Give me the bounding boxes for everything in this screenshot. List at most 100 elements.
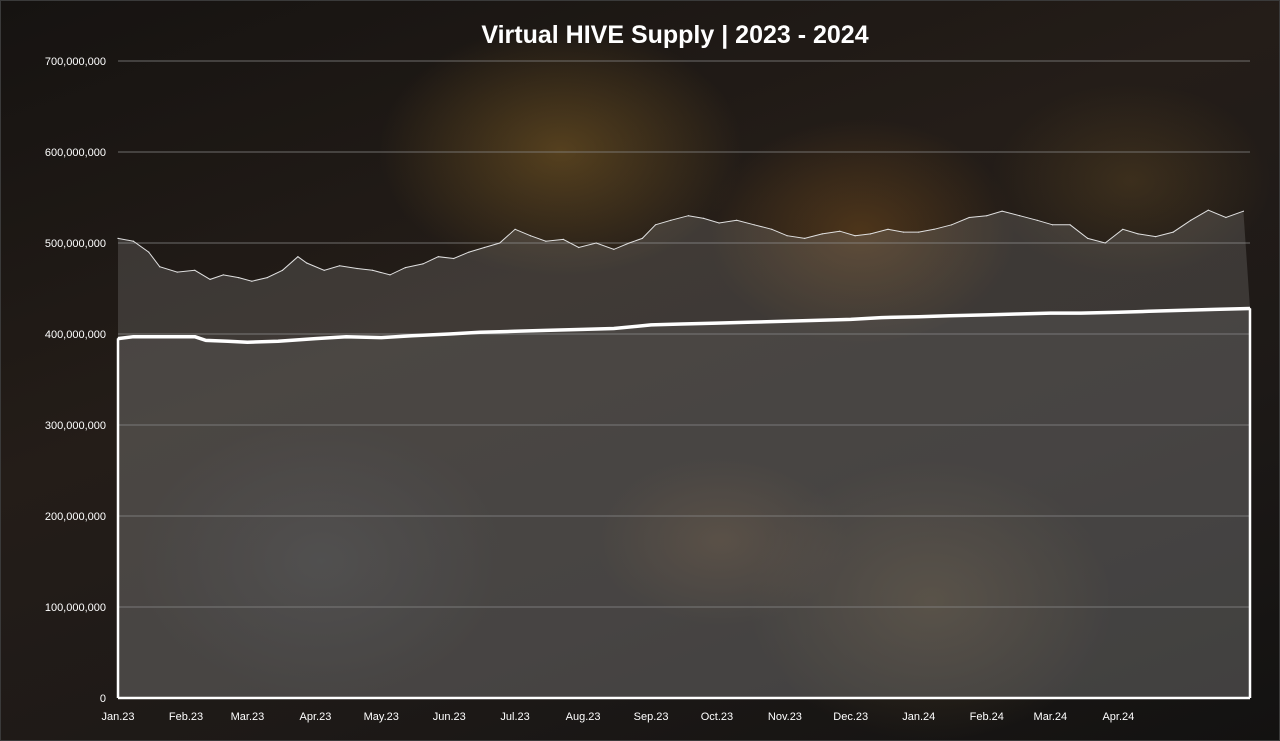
x-tick-label: Jan.23 [101, 711, 134, 723]
x-tick-label: Dec.23 [833, 711, 868, 723]
data-point-lower [784, 320, 786, 323]
x-tick-label: Feb.24 [970, 711, 1004, 723]
data-point-lower [205, 339, 207, 342]
data-point-upper [437, 256, 439, 258]
data-point-upper [404, 267, 406, 269]
data-point-lower [880, 316, 883, 319]
data-point-upper [1019, 215, 1021, 217]
data-point-upper [902, 231, 905, 233]
data-point-upper [117, 237, 119, 239]
x-tick-label: Jan.24 [902, 711, 935, 723]
data-point-lower [1016, 313, 1019, 315]
data-point-upper [499, 242, 501, 244]
data-point-lower [1080, 312, 1082, 314]
data-point-lower [345, 335, 348, 338]
data-point-lower [1117, 311, 1120, 314]
data-point-upper [422, 263, 424, 265]
label-layer: 0 100,000,000 200,000,000 300,000,000 400,00… [45, 56, 1134, 723]
data-point-upper [132, 240, 134, 242]
data-point-upper [753, 224, 755, 226]
data-point-upper [339, 265, 341, 267]
data-point-upper [670, 219, 672, 221]
data-point-upper [595, 242, 597, 244]
supply-area-fill [118, 308, 1250, 698]
data-point-upper [389, 274, 391, 276]
data-point-upper [1225, 216, 1227, 219]
data-point-upper [887, 228, 889, 230]
data-point-upper [453, 257, 455, 260]
data-point-upper [804, 237, 806, 239]
data-point-upper [194, 269, 196, 271]
data-point-lower [380, 336, 383, 339]
data-point-upper [1155, 236, 1157, 238]
data-point-upper [281, 269, 284, 271]
y-tick-label: 200,000,000 [45, 511, 106, 523]
data-point-upper [736, 219, 738, 221]
x-tick-label: Aug.23 [566, 711, 601, 723]
data-point-upper [468, 251, 470, 253]
data-point-upper [839, 230, 841, 232]
data-point-upper [703, 217, 705, 219]
data-point-lower [681, 323, 683, 325]
data-point-upper [1242, 210, 1244, 212]
data-point-upper [238, 277, 240, 279]
data-point-upper [251, 280, 253, 282]
x-tick-label: May.23 [364, 711, 399, 723]
x-tick-label: Mar.24 [1034, 711, 1068, 723]
data-point-upper [1036, 219, 1038, 221]
x-tick-label: Nov.23 [768, 711, 802, 723]
data-point-upper [1207, 209, 1209, 211]
data-point-lower [746, 321, 749, 324]
data-point-lower [545, 329, 547, 332]
y-tick-label: 400,000,000 [45, 329, 106, 341]
data-point-upper [1069, 224, 1071, 226]
data-point-upper [1052, 224, 1054, 226]
data-point-lower [277, 340, 279, 343]
data-point-upper [1172, 231, 1174, 233]
data-point-lower [849, 318, 852, 321]
data-point-upper [371, 269, 374, 271]
data-point-upper [562, 238, 564, 240]
data-point-upper [1087, 237, 1089, 239]
data-point-lower [948, 315, 951, 317]
data-point-upper [1001, 210, 1003, 212]
data-point-upper [628, 242, 630, 244]
data-point-upper [529, 235, 532, 237]
data-point-lower [411, 335, 413, 337]
data-point-lower [448, 333, 451, 335]
data-point-upper [159, 266, 161, 268]
data-point-lower [716, 322, 718, 324]
x-tick-label: Feb.23 [169, 711, 203, 723]
data-point-lower [194, 335, 196, 338]
upper-band-area [118, 210, 1250, 343]
data-point-upper [951, 224, 953, 226]
data-point-upper [918, 231, 920, 233]
x-tick-label: Apr.24 [1102, 711, 1134, 723]
y-tick-label: 100,000,000 [45, 602, 106, 614]
data-point-upper [209, 278, 211, 280]
y-tick-label: 500,000,000 [45, 238, 106, 250]
x-tick-label: Jun.23 [433, 711, 466, 723]
data-point-lower [814, 319, 817, 322]
series-layer [117, 209, 1251, 698]
data-point-upper [933, 228, 935, 230]
data-point-lower [917, 315, 920, 318]
data-point-upper [786, 235, 788, 237]
data-point-lower [582, 328, 584, 331]
y-tick-label: 0 [100, 693, 106, 705]
data-point-lower [132, 335, 135, 338]
data-point-upper [545, 240, 547, 242]
data-point-lower [1183, 309, 1185, 312]
data-point-upper [821, 233, 823, 235]
data-point-upper [869, 233, 872, 235]
data-point-upper [483, 246, 485, 249]
data-point-lower [158, 335, 161, 338]
y-tick-label: 600,000,000 [45, 147, 106, 159]
data-point-upper [1137, 233, 1139, 235]
data-point-upper [654, 224, 657, 226]
data-point-upper [687, 215, 690, 217]
data-point-lower [514, 330, 516, 333]
grid-layer [118, 60, 1250, 608]
chart-title: Virtual HIVE Supply | 2023 - 2024 [481, 21, 868, 49]
